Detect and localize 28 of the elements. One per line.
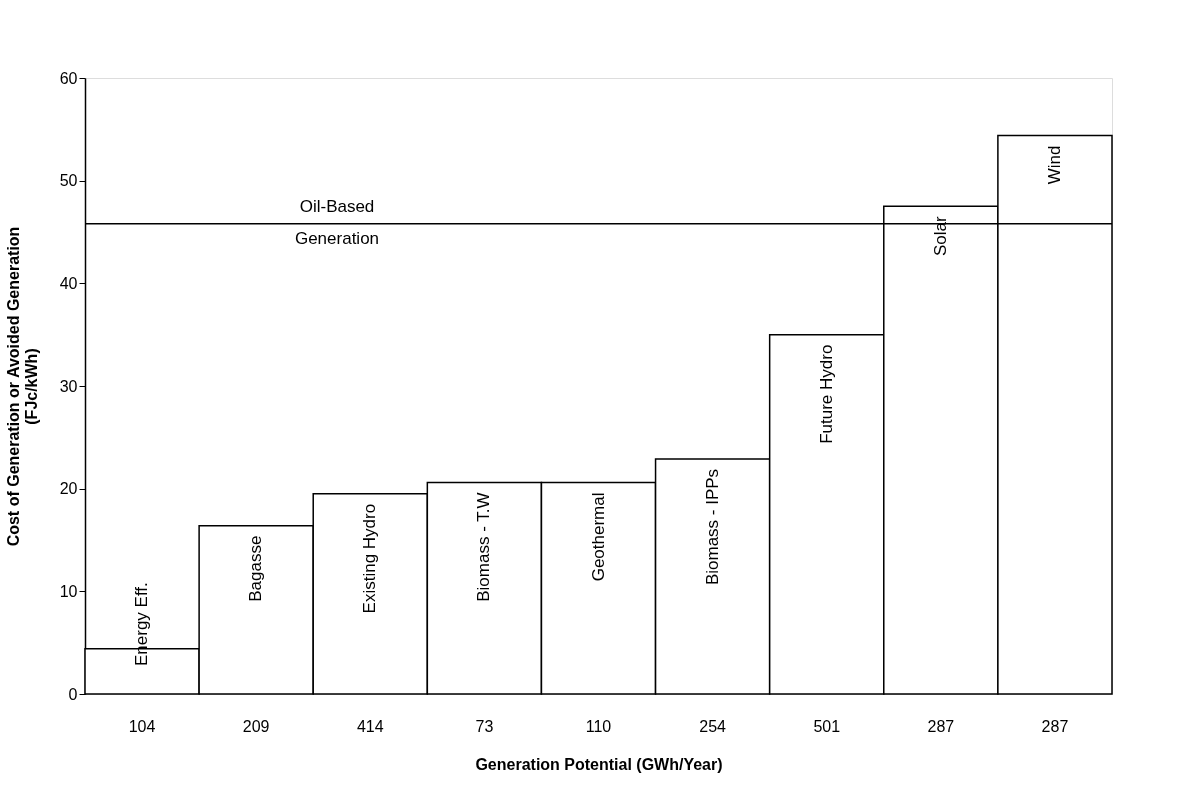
x-tick-label: 110 <box>585 717 612 735</box>
annotation: Biomass - IPPs <box>702 468 722 586</box>
x-tick-label: 104 <box>128 717 156 735</box>
ref-line-label: Oil-Based Generation <box>294 196 380 248</box>
x-tick-label: 287 <box>927 717 955 735</box>
y-axis-title: Cost of Generation or Avoided Generation (FJc/kWh) <box>4 226 40 547</box>
y-tick-label: 0 <box>68 685 78 703</box>
annotation: Biomass - T.W <box>474 492 494 602</box>
annotation: Existing Hydro <box>360 503 380 614</box>
y-tick-label: 30 <box>59 377 78 395</box>
y-tick-label: 40 <box>59 274 78 292</box>
y-tick-label: 20 <box>59 480 78 498</box>
y-tick-label: 10 <box>59 582 78 600</box>
annotation: Wind <box>1044 145 1064 185</box>
annotation: Geothermal <box>588 492 608 582</box>
annotation: Future Hydro <box>816 344 836 444</box>
x-tick-label: 209 <box>242 717 270 735</box>
x-tick-label: 501 <box>813 717 841 735</box>
annotation: Energy Eff. <box>132 582 152 666</box>
x-tick-label: 414 <box>356 717 384 735</box>
y-tick-label: 60 <box>59 69 78 87</box>
x-tick-label: 73 <box>475 717 494 735</box>
x-tick-label: 287 <box>1041 717 1069 735</box>
x-tick-label: 254 <box>699 717 727 735</box>
annotation: Solar <box>930 216 950 257</box>
y-tick-label: 50 <box>59 172 78 190</box>
x-axis-title: Generation Potential (GWh/Year) <box>475 755 723 773</box>
annotation: Bagasse <box>246 535 266 602</box>
